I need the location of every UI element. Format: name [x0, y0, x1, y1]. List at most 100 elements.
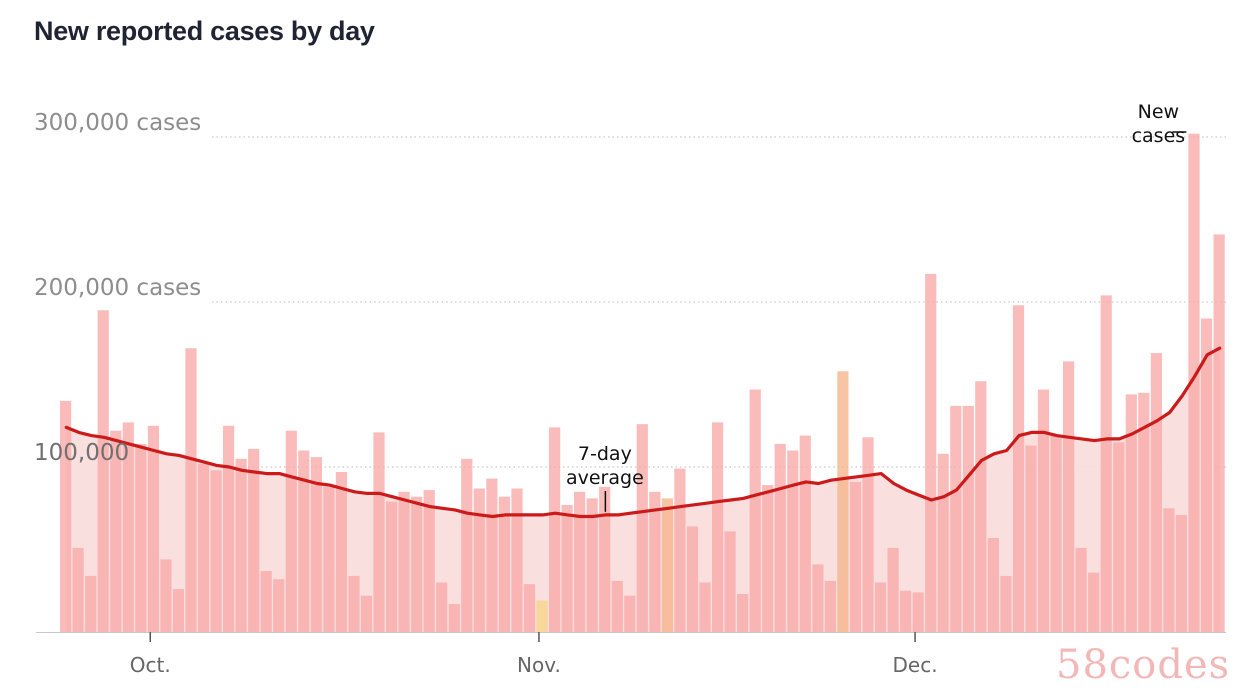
bar [398, 491, 410, 633]
bar [561, 504, 573, 632]
bar [1175, 514, 1187, 632]
bar [975, 381, 987, 632]
bar [1075, 547, 1087, 632]
bar [762, 485, 774, 632]
bar [1200, 318, 1213, 632]
bar [536, 600, 548, 632]
bar [862, 437, 874, 632]
bar [1138, 392, 1150, 633]
bar [1188, 133, 1200, 632]
average-line-layer [64, 346, 1222, 519]
bar [310, 457, 322, 632]
watermark-text: 58codes [1056, 642, 1230, 688]
bar [60, 401, 72, 632]
bars [60, 133, 1225, 633]
bar [574, 491, 586, 633]
bar [987, 538, 999, 632]
bar [1012, 305, 1025, 632]
x-tick-label: Dec. [893, 653, 938, 677]
bar [523, 584, 536, 632]
bar [874, 582, 887, 632]
annotation-newcases-text: New [1138, 101, 1179, 123]
bar [1100, 295, 1112, 632]
bar [1213, 234, 1225, 632]
bar [210, 470, 222, 632]
bar [649, 491, 661, 633]
bar [511, 488, 523, 632]
bar [549, 427, 561, 632]
bar [774, 443, 786, 632]
bar [110, 430, 122, 632]
bar [172, 589, 184, 632]
y-tick-label: 200,000 cases [34, 275, 201, 301]
bar [448, 604, 460, 632]
bar [360, 595, 373, 632]
bar [160, 559, 172, 632]
bar [335, 472, 347, 632]
annotation-average-text: average [566, 467, 644, 489]
bar [97, 310, 109, 633]
bar [498, 496, 510, 632]
bar [373, 432, 385, 632]
bar [624, 595, 636, 632]
bar [962, 405, 974, 632]
bar [223, 425, 235, 633]
y-tick-label: 100,000 [34, 440, 129, 466]
bar [812, 564, 824, 632]
bar [699, 582, 711, 632]
bar [1063, 361, 1075, 632]
bar [937, 453, 949, 632]
bar [1050, 435, 1062, 632]
bar [1000, 575, 1012, 632]
bar [1163, 508, 1175, 633]
bar [1037, 389, 1050, 632]
bar [411, 496, 423, 632]
bar [72, 547, 84, 632]
bar [436, 582, 448, 632]
bar [298, 450, 310, 632]
x-tick-label: Nov. [517, 653, 561, 677]
bar [348, 575, 360, 632]
average-line [64, 346, 1222, 519]
annotation-newcases-text: cases [1132, 125, 1186, 147]
bar [824, 580, 836, 632]
bar [260, 571, 272, 632]
bar [1150, 353, 1162, 632]
bar [185, 348, 197, 632]
bar [749, 389, 761, 632]
x-tick-label: Oct. [130, 653, 171, 677]
bar [323, 486, 335, 632]
bar [423, 490, 435, 632]
bar [737, 594, 749, 632]
bar [85, 575, 97, 632]
bar [1125, 394, 1137, 632]
bar [586, 498, 598, 632]
bar [849, 481, 862, 632]
annotation-average-text: 7-day [578, 443, 632, 465]
bar [674, 468, 686, 632]
bar [197, 463, 210, 632]
bar [386, 501, 398, 632]
bar [712, 422, 724, 632]
bar [473, 488, 485, 632]
bar [135, 443, 147, 632]
bar [235, 458, 247, 633]
bar [686, 526, 699, 632]
bar [285, 430, 297, 632]
bar [887, 547, 899, 632]
bar [1088, 572, 1100, 632]
bar [1113, 442, 1125, 633]
bar [599, 486, 611, 632]
bar [248, 448, 260, 632]
chart-title: New reported cases by day [34, 16, 375, 46]
bar [837, 371, 849, 632]
bar [661, 498, 673, 632]
bar [122, 422, 134, 632]
bar [787, 450, 799, 632]
bar [461, 458, 473, 633]
bar [273, 579, 285, 632]
x-axis: Oct. Nov. Dec. [36, 632, 1226, 677]
bar [1025, 445, 1037, 632]
bar [799, 435, 811, 632]
bar [486, 478, 498, 632]
